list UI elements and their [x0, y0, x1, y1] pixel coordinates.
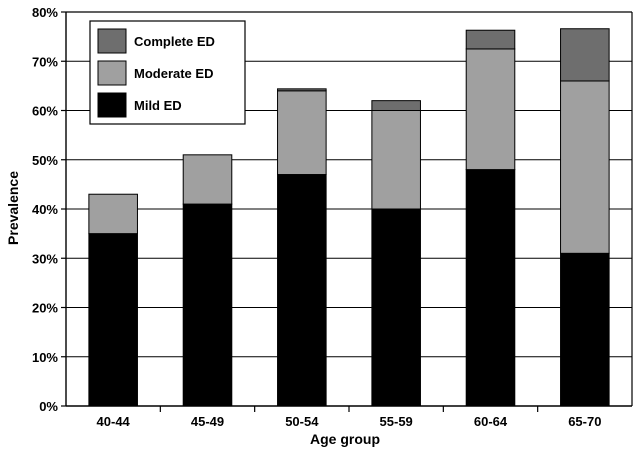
- x-axis-ticks: 40-44 45-49 50-54 55-59 60-64 65-70: [97, 406, 601, 429]
- x-tick-label: 60-64: [474, 414, 508, 429]
- bar-segment-moderate-ed: [465, 48, 516, 171]
- bar-segment-complete-ed: [465, 29, 516, 50]
- x-tick-label: 55-59: [380, 414, 413, 429]
- y-tick-label: 0%: [39, 399, 58, 414]
- bar-segment-moderate-ed: [88, 193, 138, 235]
- bar-segment-mild-ed: [277, 174, 327, 407]
- bar-segment-complete-ed: [560, 28, 610, 82]
- y-tick-label: 20%: [32, 301, 58, 316]
- bar-segment-moderate-ed: [560, 80, 610, 254]
- bar-segment-complete-ed: [277, 88, 327, 92]
- bar-segment-moderate-ed: [371, 110, 421, 210]
- bar-segment-mild-ed: [88, 233, 138, 407]
- bar-segment-moderate-ed: [182, 154, 233, 205]
- y-tick-label: 70%: [32, 54, 58, 69]
- x-axis-title: Age group: [310, 431, 380, 447]
- legend-swatch: [97, 60, 127, 86]
- x-tick-label: 65-70: [568, 414, 601, 429]
- legend-label: Complete ED: [134, 34, 215, 49]
- bar-segment-mild-ed: [371, 208, 421, 407]
- bar-segment-mild-ed: [182, 203, 233, 407]
- bar-segment-mild-ed: [560, 252, 610, 407]
- legend: Complete ED Moderate ED Mild ED: [89, 20, 246, 125]
- y-axis-ticks: 0% 10% 20% 30% 40% 50% 60% 70% 80%: [32, 5, 66, 414]
- y-tick-label: 40%: [32, 202, 58, 217]
- legend-swatch: [97, 92, 127, 118]
- bar-segment-moderate-ed: [277, 90, 327, 176]
- bar-segment-mild-ed: [465, 169, 516, 407]
- legend-swatch: [97, 28, 127, 54]
- y-tick-label: 50%: [32, 153, 58, 168]
- x-tick-label: 45-49: [191, 414, 224, 429]
- y-axis-title: Prevalence: [5, 171, 21, 245]
- y-tick-label: 10%: [32, 350, 58, 365]
- bar-segment-complete-ed: [371, 100, 421, 112]
- legend-label: Moderate ED: [134, 66, 213, 81]
- y-tick-label: 30%: [32, 251, 58, 266]
- bars: [88, 28, 610, 407]
- legend-label: Mild ED: [134, 98, 182, 113]
- x-tick-label: 40-44: [97, 414, 131, 429]
- x-tick-label: 50-54: [285, 414, 319, 429]
- y-tick-label: 80%: [32, 5, 58, 20]
- y-tick-label: 60%: [32, 104, 58, 119]
